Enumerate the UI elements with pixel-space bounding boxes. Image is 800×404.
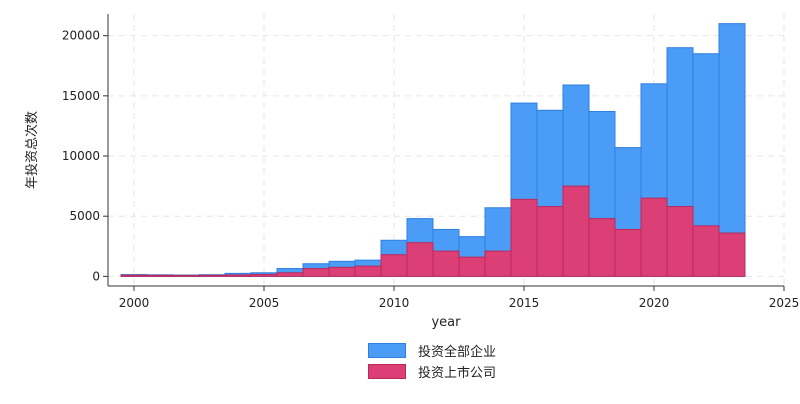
bar-listed xyxy=(484,250,512,277)
y-tick-label: 20000 xyxy=(62,29,100,43)
bar-listed xyxy=(276,272,304,277)
bar-listed xyxy=(120,274,148,277)
y-tick-label: 5000 xyxy=(69,209,100,223)
bar-listed xyxy=(510,198,538,277)
legend-swatch-all xyxy=(368,343,406,358)
bar-listed xyxy=(458,256,486,277)
x-tick-label: 2015 xyxy=(509,296,540,310)
bar-listed xyxy=(172,274,200,277)
bar-listed xyxy=(562,185,590,277)
x-tick-label: 2000 xyxy=(119,296,150,310)
x-tick-label: 2010 xyxy=(379,296,410,310)
bar-listed xyxy=(666,206,694,277)
y-tick-label: 10000 xyxy=(62,149,100,163)
bar-listed xyxy=(354,265,382,277)
legend-item-all: 投资全部企业 xyxy=(368,340,496,361)
y-tick-label: 0 xyxy=(92,269,100,283)
bar-listed xyxy=(328,266,356,277)
legend-swatch-listed xyxy=(368,364,406,379)
bar-listed xyxy=(614,228,642,277)
legend-label-all: 投资全部企业 xyxy=(418,345,497,360)
bar-listed xyxy=(302,268,330,277)
y-axis-title: 年投资总次数 xyxy=(24,111,40,189)
bar-listed xyxy=(146,274,174,277)
bar-listed xyxy=(406,242,434,277)
y-tick-label: 15000 xyxy=(62,89,100,103)
bar-listed xyxy=(692,225,720,277)
bar-listed xyxy=(718,232,746,277)
x-tick-label: 2020 xyxy=(639,296,670,310)
bar-listed xyxy=(224,274,252,277)
x-tick-label: 2025 xyxy=(769,296,800,310)
legend-label-listed: 投资上市公司 xyxy=(418,366,497,381)
bar-listed xyxy=(198,274,226,277)
bar-listed xyxy=(250,273,278,277)
bar-listed xyxy=(536,206,564,277)
legend-item-listed: 投资上市公司 xyxy=(368,361,496,382)
bars xyxy=(120,23,746,277)
x-tick-label: 2005 xyxy=(249,296,280,310)
bar-listed xyxy=(380,254,408,277)
bar-listed xyxy=(640,197,668,277)
legend: 投资全部企业 投资上市公司 xyxy=(368,340,496,382)
x-axis-title: year xyxy=(431,315,461,330)
bar-listed xyxy=(588,218,616,277)
axes: 0 5000 10000 15000 20000 2000 2005 2010 2015 2020… xyxy=(24,14,799,330)
bar-listed xyxy=(432,250,460,277)
